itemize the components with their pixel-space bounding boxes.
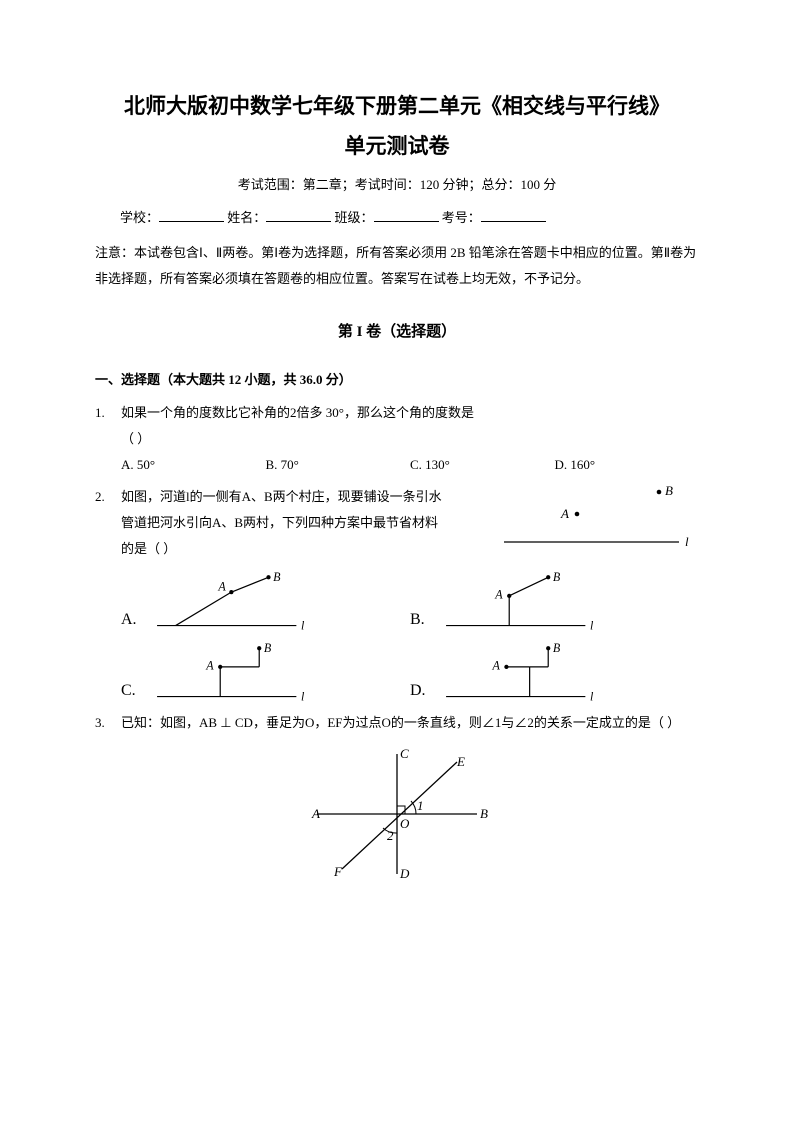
q1-opt-c: C. 130° xyxy=(410,452,555,478)
svg-text:l: l xyxy=(590,618,594,632)
notice: 注意：本试卷包含Ⅰ、Ⅱ两卷。第Ⅰ卷为选择题，所有答案必须用 2B 铅笔涂在答题卡… xyxy=(95,240,699,292)
q2-opt-b: B. l A B xyxy=(410,568,699,633)
q2-fig-b: l A B xyxy=(430,568,620,633)
q3-figure: A B C D E F O 1 2 xyxy=(297,744,497,884)
fields-row: 学校： 姓名： 班级： 考号： xyxy=(95,207,699,226)
question-1: 1. 如果一个角的度数比它补角的2倍多 30°，那么这个角的度数是 （ ） A.… xyxy=(95,400,699,478)
q2-fig-d: l A B xyxy=(430,639,620,704)
svg-text:l: l xyxy=(590,689,594,703)
school-label: 学校： xyxy=(120,210,159,225)
question-3: 3. 已知：如图，AB ⊥ CD，垂足为O，EF为过点O的一条直线，则∠1与∠2… xyxy=(95,710,699,736)
q1-number: 1. xyxy=(95,400,121,452)
svg-text:A: A xyxy=(311,806,320,821)
q2-opt-c: C. l A B xyxy=(121,639,410,704)
id-label: 考号： xyxy=(442,210,481,225)
question-2: 2. 如图，河道l的一侧有A、B两个村庄，现要铺设一条引水 管道把河水引向A、B… xyxy=(95,484,699,562)
svg-text:A: A xyxy=(560,506,569,521)
q2-opt-c-label: C. xyxy=(121,682,141,704)
svg-text:C: C xyxy=(400,746,409,761)
q2-opt-d-label: D. xyxy=(410,682,430,704)
q2-opt-a-label: A. xyxy=(121,611,141,633)
svg-text:A: A xyxy=(205,659,214,673)
name-blank xyxy=(266,207,331,222)
exam-info: 考试范围：第二章；考试时间：120 分钟；总分：100 分 xyxy=(95,174,699,193)
svg-text:B: B xyxy=(480,806,488,821)
svg-text:A: A xyxy=(217,579,226,593)
school-blank xyxy=(159,207,224,222)
q2-figure: l A B xyxy=(499,482,699,552)
q2-fig-c: l A B xyxy=(141,639,331,704)
q2-opt-a: A. l A B xyxy=(121,568,410,633)
section-heading: 第 I 卷（选择题） xyxy=(95,320,699,341)
q3-text: 已知：如图，AB ⊥ CD，垂足为O，EF为过点O的一条直线，则∠1与∠2的关系… xyxy=(121,710,699,736)
svg-text:2: 2 xyxy=(387,828,394,843)
q2-number: 2. xyxy=(95,484,121,562)
q2-fig-a: l A B xyxy=(141,568,331,633)
svg-text:B: B xyxy=(665,483,673,498)
part-heading: 一、选择题（本大题共 12 小题，共 36.0 分） xyxy=(95,369,699,388)
svg-text:A: A xyxy=(494,588,503,602)
q2-opt-b-label: B. xyxy=(410,611,430,633)
svg-text:B: B xyxy=(553,570,561,584)
q3-number: 3. xyxy=(95,710,121,736)
name-label: 姓名： xyxy=(227,210,266,225)
svg-text:B: B xyxy=(264,641,272,655)
svg-text:B: B xyxy=(273,570,281,584)
svg-text:l: l xyxy=(301,618,305,632)
id-blank xyxy=(481,207,546,222)
svg-text:D: D xyxy=(399,866,410,881)
q3-figure-wrap: A B C D E F O 1 2 xyxy=(95,744,699,884)
q2-opt-d: D. l A B xyxy=(410,639,699,704)
class-label: 班级： xyxy=(335,210,374,225)
q1-text: 如果一个角的度数比它补角的2倍多 30°，那么这个角的度数是 xyxy=(121,400,699,426)
q1-opt-b: B. 70° xyxy=(266,452,411,478)
svg-text:l: l xyxy=(301,689,305,703)
class-blank xyxy=(374,207,439,222)
svg-text:E: E xyxy=(456,754,465,769)
q1-opt-a: A. 50° xyxy=(121,452,266,478)
svg-text:l: l xyxy=(685,534,689,549)
svg-text:A: A xyxy=(492,659,501,673)
svg-text:B: B xyxy=(553,641,561,655)
q1-opt-d: D. 160° xyxy=(555,452,700,478)
svg-text:O: O xyxy=(400,816,410,831)
svg-text:F: F xyxy=(333,864,343,879)
title-line-2: 单元测试卷 xyxy=(95,130,699,160)
q2-options: A. l A B B. l A B xyxy=(95,568,699,710)
svg-text:1: 1 xyxy=(417,798,424,813)
q1-paren: （ ） xyxy=(121,426,699,452)
title-line-1: 北师大版初中数学七年级下册第二单元《相交线与平行线》 xyxy=(95,90,699,120)
